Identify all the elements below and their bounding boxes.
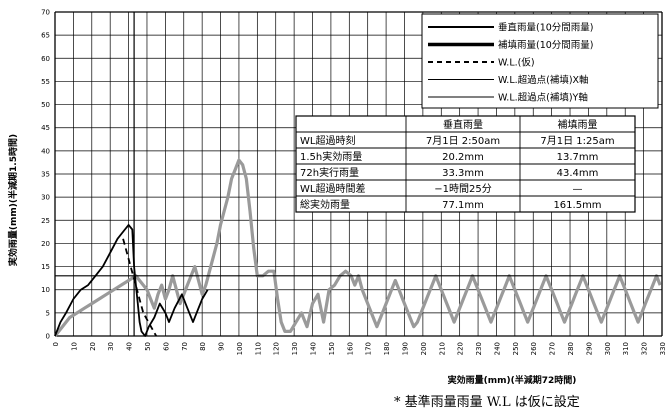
x-tick-label: 270 xyxy=(549,342,557,355)
y-axis-label: 実効雨量(mm)(半減期1.5時間) xyxy=(7,134,19,266)
y-tick-label: 35 xyxy=(41,171,50,179)
table-cell: 33.3mm xyxy=(442,168,484,179)
y-tick-label: 40 xyxy=(41,147,50,155)
x-tick-label: 310 xyxy=(622,342,630,355)
footnote: * 基準雨量雨量 W.L は仮に設定 xyxy=(394,394,580,410)
y-tick-label: 25 xyxy=(41,217,50,225)
legend-label: 垂直雨量(10分間雨量) xyxy=(498,22,594,34)
y-tick-label: 65 xyxy=(41,32,50,40)
table-cell: WL超過時間差 xyxy=(300,182,365,195)
table-cell: 161.5mm xyxy=(553,200,601,211)
y-tick-label: 15 xyxy=(41,263,50,271)
x-tick-label: 260 xyxy=(530,342,538,355)
x-tick-label: 250 xyxy=(512,342,520,355)
table-cell: 7月1日 1:25am xyxy=(540,135,614,147)
table-cell: 72h実行雨量 xyxy=(300,166,359,179)
x-tick-label: 20 xyxy=(89,342,97,351)
x-tick-label: 40 xyxy=(126,342,134,351)
x-tick-label: 60 xyxy=(162,342,170,351)
legend-label: 補填雨量(10分間雨量) xyxy=(498,39,594,51)
legend-label: W.L.(仮) xyxy=(498,57,535,69)
table-cell: 77.1mm xyxy=(442,200,484,211)
y-tick-label: 30 xyxy=(41,194,50,202)
y-tick-label: 50 xyxy=(41,101,50,109)
x-tick-label: 230 xyxy=(475,342,483,355)
legend-box xyxy=(421,13,659,109)
table-cell: 20.2mm xyxy=(442,152,484,163)
y-tick-label: 60 xyxy=(41,55,50,63)
table-header-cell: 垂直雨量 xyxy=(443,118,483,131)
x-tick-label: 190 xyxy=(401,342,409,355)
y-tick-label: 20 xyxy=(41,240,50,248)
x-tick-label: 320 xyxy=(641,342,649,355)
x-tick-label: 110 xyxy=(254,342,262,355)
x-tick-label: 10 xyxy=(70,342,78,351)
y-tick-label: 0 xyxy=(46,333,50,341)
x-tick-label: 280 xyxy=(567,342,575,355)
series-line-suichoku xyxy=(54,223,209,337)
legend-label: W.L.超過点(補填)Y軸 xyxy=(498,92,588,104)
table-cell: −1時間25分 xyxy=(434,183,491,195)
y-tick-label: 10 xyxy=(41,286,50,294)
x-tick-label: 290 xyxy=(585,342,593,355)
x-tick-label: 100 xyxy=(236,342,244,355)
y-tick-label: 5 xyxy=(46,309,50,317)
table-cell: 7月1日 2:50am xyxy=(426,135,500,147)
x-tick-label: 170 xyxy=(365,342,373,355)
x-tick-label: 210 xyxy=(438,342,446,355)
legend-label: W.L.超過点(補填)X軸 xyxy=(498,74,589,86)
table-cell: 13.7mm xyxy=(557,152,599,163)
table-cell: 1.5h実効雨量 xyxy=(300,150,362,163)
y-tick-label: 45 xyxy=(41,124,50,132)
series-layer xyxy=(53,158,662,337)
x-tick-label: 90 xyxy=(218,342,226,351)
table-cell: 総実効雨量 xyxy=(300,198,350,211)
x-tick-label: 0 xyxy=(52,342,60,346)
table-header-cell: 補填雨量 xyxy=(558,118,598,131)
x-tick-label: 220 xyxy=(457,342,465,355)
y-axis-ticks: 0 5 10 15 20 25 30 35 40 45 50 55 60 65 70 xyxy=(41,9,50,341)
x-tick-label: 120 xyxy=(273,342,281,355)
x-tick-label: 150 xyxy=(328,342,336,355)
y-tick-label: 55 xyxy=(41,78,50,86)
x-tick-label: 130 xyxy=(291,342,299,355)
x-tick-label: 200 xyxy=(420,342,428,355)
wl-dashed-line xyxy=(122,238,157,337)
x-tick-label: 140 xyxy=(310,342,318,355)
x-tick-label: 240 xyxy=(493,342,501,355)
x-tick-label: 180 xyxy=(383,342,391,355)
x-tick-label: 160 xyxy=(346,342,354,355)
threshold-layer xyxy=(55,12,662,336)
y-tick-label: 70 xyxy=(41,9,50,17)
x-tick-label: 330 xyxy=(659,342,667,355)
x-axis-ticks: 0 10 20 30 40 50 60 70 80 90 100 110 120 130 140 150 160… xyxy=(52,342,667,355)
table-cell: — xyxy=(573,184,583,195)
table-cell: WL超過時刻 xyxy=(300,134,355,147)
series-line-hoten xyxy=(53,158,662,337)
x-tick-label: 30 xyxy=(107,342,115,351)
legend: 垂直雨量(10分間雨量) 補填雨量(10分間雨量) W.L.(仮) W.L.超過点(補… xyxy=(421,13,659,109)
x-tick-label: 50 xyxy=(144,342,152,351)
summary-table: 垂直雨量 補填雨量 WL超過時刻 7月1日 2:50am 7月1日 1:25am 1.5h… xyxy=(295,115,636,213)
table-cell: 43.4mm xyxy=(557,168,599,179)
x-tick-label: 80 xyxy=(199,342,207,351)
x-tick-label: 300 xyxy=(604,342,612,355)
x-axis-label: 実効雨量(mm)(半減期72時間) xyxy=(448,374,577,386)
x-tick-label: 70 xyxy=(181,342,189,351)
